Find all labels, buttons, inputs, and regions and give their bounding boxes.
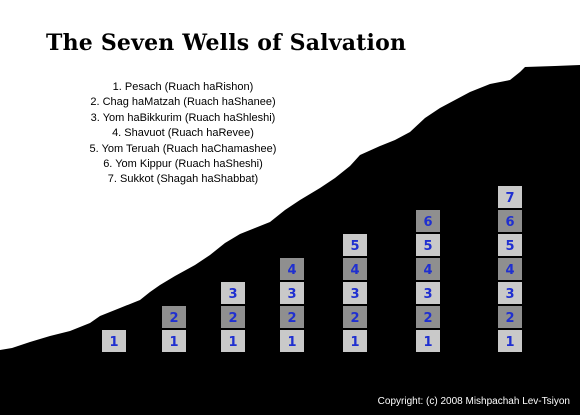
well-cell [343,234,367,256]
well-number: 4 [423,263,432,278]
well-number: 4 [505,263,514,278]
well-cell [416,330,440,352]
well-cell [343,258,367,280]
well-stack-6: 1 2 3 4 5 6 [416,210,440,352]
well-item-5: 5. Yom Teruah (Ruach haChamashee) [89,142,277,155]
well-number: 1 [169,335,178,350]
well-cell [416,306,440,328]
well-cell [280,306,304,328]
well-item-4: 4. Shavuot (Ruach haRevee) [112,127,254,140]
well-cell [280,282,304,304]
well-number: 2 [228,311,237,326]
well-number: 4 [350,263,359,278]
well-number: 5 [505,239,514,254]
well-number: 2 [350,311,359,326]
well-number: 2 [423,311,432,326]
well-cell [498,306,522,328]
well-stack-3: 1 2 3 [221,282,245,352]
well-cell [416,234,440,256]
well-stack-1: 1 [102,330,126,352]
well-cell [416,258,440,280]
well-number: 2 [169,311,178,326]
well-number: 3 [350,287,359,302]
well-cell [416,210,440,232]
well-cell [162,306,186,328]
well-number: 7 [505,191,514,206]
well-number: 3 [287,287,296,302]
well-number: 1 [287,335,296,350]
well-number: 5 [350,239,359,254]
well-item-3: 3. Yom haBikkurim (Ruach haShleshi) [90,111,276,124]
well-number: 6 [423,215,432,230]
well-item-2: 2. Chag haMatzah (Ruach haShanee) [90,96,276,109]
diagram-title: The Seven Wells of Salvation [46,30,407,56]
well-number: 6 [505,215,514,230]
well-cell [280,330,304,352]
well-stack-4: 1 2 3 4 [280,258,304,352]
well-item-7: 7. Sukkot (Shagah haShabbat) [107,173,259,186]
well-number: 2 [287,311,296,326]
well-number: 1 [350,335,359,350]
well-cell [221,282,245,304]
well-cell [221,330,245,352]
well-number: 5 [423,239,432,254]
well-number: 3 [423,287,432,302]
well-number: 1 [505,335,514,350]
well-cell [498,330,522,352]
well-stack-2: 12 [162,306,186,352]
well-number: 1 [423,335,432,350]
wells-list: 1. Pesach (Ruach haRishon) 2. Chag haMat… [38,80,328,188]
well-number: 1 [109,335,118,350]
well-cell [498,282,522,304]
well-cell [221,306,245,328]
well-cell [102,330,126,352]
well-cell [280,258,304,280]
well-cell [343,306,367,328]
well-cell [162,330,186,352]
well-cell [498,186,522,208]
copyright-text: Copyright: (c) 2008 Mishpachah Lev-Tsiyo… [377,396,570,407]
well-cell [498,234,522,256]
well-stack-7: 1 2 3 4 5 6 7 [498,186,522,352]
well-item-6: 6. Yom Kippur (Ruach haSheshi) [103,158,263,171]
well-cell [498,210,522,232]
well-cell [498,258,522,280]
well-number: 3 [228,287,237,302]
well-number: 4 [287,263,296,278]
well-item-1: 1. Pesach (Ruach haRishon) [112,81,254,93]
well-number: 1 [228,335,237,350]
well-number: 2 [505,311,514,326]
well-cell [343,282,367,304]
well-number: 3 [505,287,514,302]
well-cell [416,282,440,304]
well-stack-5: 1 2 3 4 5 [343,234,367,352]
well-cell [343,330,367,352]
